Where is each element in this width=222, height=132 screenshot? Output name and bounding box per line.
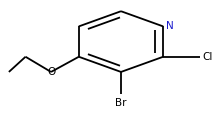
Text: O: O	[47, 67, 55, 77]
Text: N: N	[166, 21, 174, 31]
Text: Cl: Cl	[202, 52, 213, 62]
Text: Br: Br	[115, 98, 127, 108]
